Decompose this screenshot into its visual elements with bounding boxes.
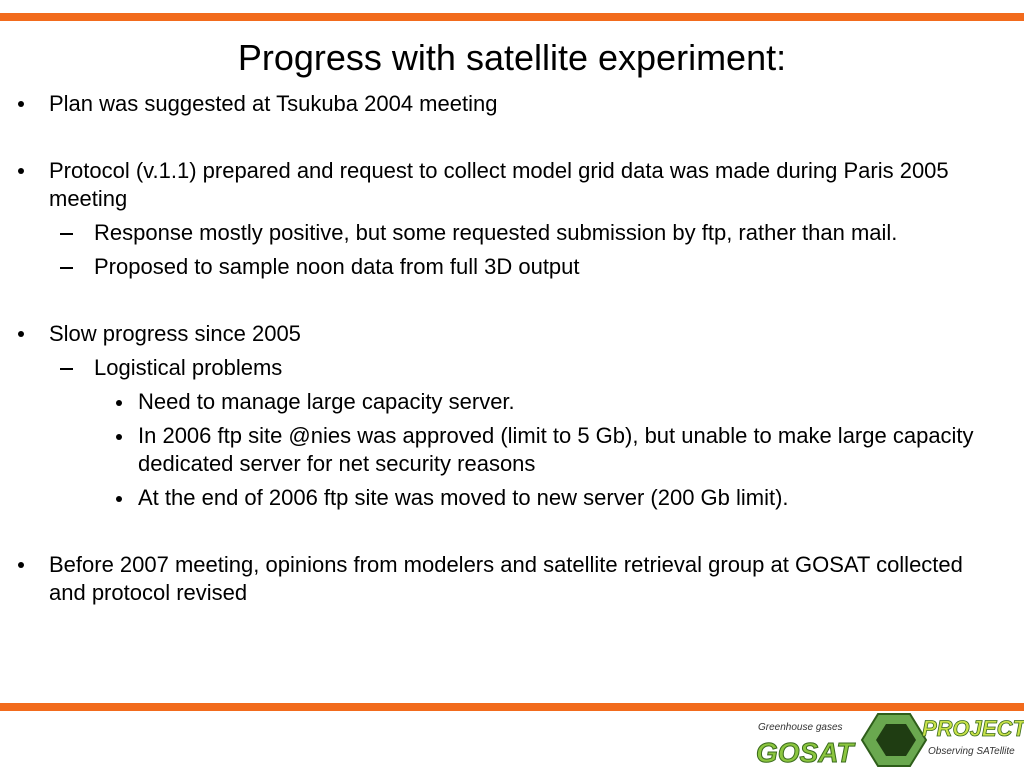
bullet-text: Response mostly positive, but some reque…	[94, 220, 898, 245]
bullet-text: Proposed to sample noon data from full 3…	[94, 254, 580, 279]
bullet-item: Protocol (v.1.1) prepared and request to…	[0, 157, 980, 213]
logo-project: PROJECT	[922, 716, 1024, 741]
bullet-text: Slow progress since 2005	[49, 321, 301, 346]
bullet-item: Before 2007 meeting, opinions from model…	[0, 551, 980, 607]
bullet-marker	[18, 168, 24, 174]
bullet-marker	[18, 331, 24, 337]
bullet-marker	[60, 267, 73, 269]
bullet-marker	[60, 368, 73, 370]
bullet-item: Slow progress since 2005	[0, 320, 980, 348]
bullet-text: Logistical problems	[94, 355, 283, 380]
bullet-marker	[116, 496, 122, 502]
bullet-text: Protocol (v.1.1) prepared and request to…	[49, 158, 949, 211]
bullet-marker	[116, 434, 122, 440]
bullet-item: At the end of 2006 ftp site was moved to…	[0, 484, 980, 512]
bullet-marker	[18, 562, 24, 568]
bullet-marker	[116, 400, 122, 406]
bullet-text: Plan was suggested at Tsukuba 2004 meeti…	[49, 91, 498, 116]
logo-tagline: Greenhouse gases	[758, 722, 843, 733]
slide-title: Progress with satellite experiment:	[237, 37, 787, 78]
bullet-text: At the end of 2006 ftp site was moved to…	[138, 485, 789, 510]
bullet-text: In 2006 ftp site @nies was approved (lim…	[138, 423, 974, 476]
top-bar	[0, 13, 1024, 21]
bullet-text: Need to manage large capacity server.	[138, 389, 515, 414]
bottom-bar	[0, 703, 1024, 711]
bullet-marker	[18, 101, 24, 107]
bullet-item: Logistical problems	[0, 354, 980, 382]
logo-name: GOSAT	[756, 737, 856, 768]
bullet-item: Need to manage large capacity server.	[0, 388, 980, 416]
bullet-item: Plan was suggested at Tsukuba 2004 meeti…	[0, 90, 980, 118]
bullet-list: Plan was suggested at Tsukuba 2004 meeti…	[0, 90, 980, 607]
bullet-marker	[60, 233, 73, 235]
bullet-text: Before 2007 meeting, opinions from model…	[49, 552, 963, 605]
bullet-item: In 2006 ftp site @nies was approved (lim…	[0, 422, 980, 478]
bullet-item: Response mostly positive, but some reque…	[0, 219, 980, 247]
gosat-logo: Greenhouse gases GOSAT PROJECT Observing…	[756, 713, 1024, 768]
logo-inner	[876, 724, 916, 756]
bullet-item: Proposed to sample noon data from full 3…	[0, 253, 980, 281]
logo-subtitle: Observing SATellite	[928, 746, 1015, 757]
